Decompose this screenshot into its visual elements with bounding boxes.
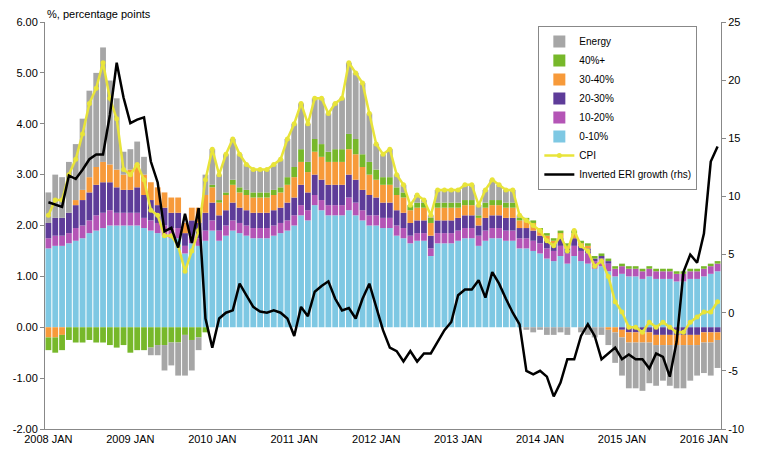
svg-text:-5: -5 xyxy=(728,365,738,377)
svg-text:5.00: 5.00 xyxy=(16,67,37,79)
svg-text:10-20%: 10-20% xyxy=(579,112,614,123)
svg-text:15: 15 xyxy=(728,132,740,144)
svg-text:4.00: 4.00 xyxy=(16,118,37,130)
svg-text:25: 25 xyxy=(728,16,740,28)
svg-text:2008 JAN: 2008 JAN xyxy=(24,433,72,445)
svg-text:2014 JAN: 2014 JAN xyxy=(516,433,564,445)
svg-text:0: 0 xyxy=(728,307,734,319)
svg-text:2012 JAN: 2012 JAN xyxy=(352,433,400,445)
svg-text:-2.00: -2.00 xyxy=(13,423,38,435)
svg-text:10: 10 xyxy=(728,190,740,202)
svg-text:Inverted ERI growth (rhs): Inverted ERI growth (rhs) xyxy=(579,169,691,180)
svg-text:2016 JAN: 2016 JAN xyxy=(680,433,728,445)
svg-text:1.00: 1.00 xyxy=(16,270,37,282)
svg-text:3.00: 3.00 xyxy=(16,168,37,180)
svg-text:2013 JAN: 2013 JAN xyxy=(434,433,482,445)
svg-text:0.00: 0.00 xyxy=(16,321,37,333)
svg-text:0-10%: 0-10% xyxy=(579,131,608,142)
svg-text:2015 JAN: 2015 JAN xyxy=(598,433,646,445)
svg-text:2010 JAN: 2010 JAN xyxy=(188,433,236,445)
svg-text:5: 5 xyxy=(728,248,734,260)
svg-text:%, percentage points: %, percentage points xyxy=(47,8,151,20)
svg-text:40%+: 40%+ xyxy=(579,55,605,66)
svg-text:CPI: CPI xyxy=(579,150,596,161)
svg-text:2011 JAN: 2011 JAN xyxy=(270,433,318,445)
svg-text:20: 20 xyxy=(728,74,740,86)
svg-text:-1.00: -1.00 xyxy=(13,372,38,384)
svg-text:20-30%: 20-30% xyxy=(579,93,614,104)
svg-text:Energy: Energy xyxy=(579,36,611,47)
svg-text:6.00: 6.00 xyxy=(16,16,37,28)
svg-text:30-40%: 30-40% xyxy=(579,74,614,85)
svg-text:-10: -10 xyxy=(728,423,744,435)
svg-text:2.00: 2.00 xyxy=(16,219,37,231)
svg-text:2009 JAN: 2009 JAN xyxy=(106,433,154,445)
